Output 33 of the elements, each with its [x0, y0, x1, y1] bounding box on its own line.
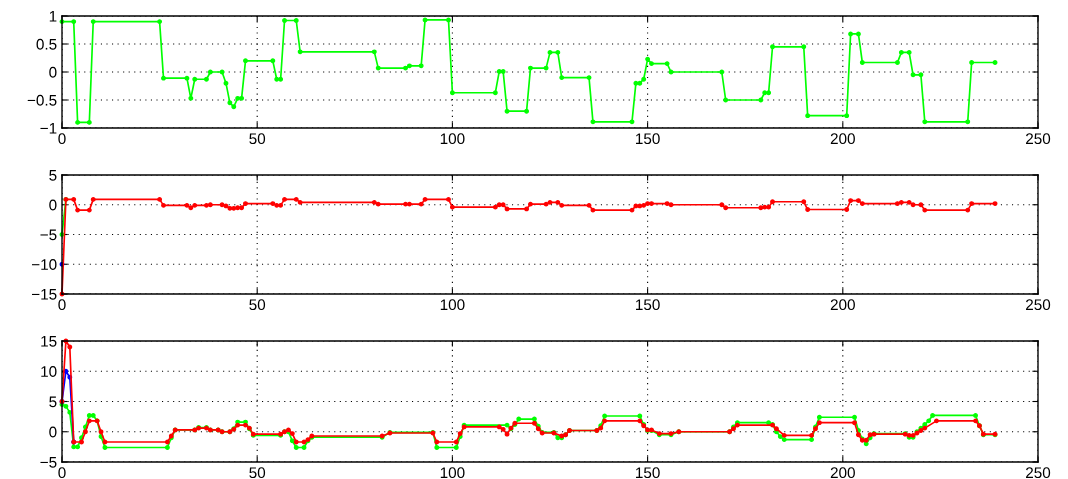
y-tick-label: −10	[31, 259, 57, 270]
y-tick-label: −0.5	[27, 94, 57, 106]
x-tick-label: 100	[440, 467, 465, 479]
x-tick-label: 100	[440, 299, 465, 311]
y-tick-label: 15	[41, 336, 57, 347]
x-tick-label: 50	[249, 467, 266, 479]
y-tick-label: 5	[49, 170, 57, 181]
x-tick-label: 200	[830, 467, 855, 479]
x-tick-label: 150	[636, 467, 660, 479]
y-tick-label: −15	[31, 289, 57, 300]
y-tick-label: −5	[40, 229, 57, 241]
x-tick-label: 50	[249, 133, 266, 145]
y-tick-label: 5	[49, 396, 57, 408]
x-tick-label: 200	[830, 299, 855, 311]
x-tick-label: 150	[636, 299, 660, 311]
x-tick-label: 100	[440, 133, 465, 145]
y-tick-label: 10	[41, 366, 57, 377]
x-tick-label: 0	[58, 133, 66, 145]
y-tick-label: 0	[49, 66, 57, 78]
x-tick-label: 0	[58, 467, 66, 479]
y-tick-label: −5	[40, 457, 57, 468]
y-tick-label: 1	[49, 11, 57, 22]
y-tick-label: −1	[40, 123, 57, 134]
x-tick-label: 250	[1026, 133, 1051, 145]
x-tick-label: 0	[58, 299, 66, 311]
y-tick-label: 0	[49, 199, 57, 211]
x-tick-label: 250	[1026, 467, 1051, 479]
y-tick-label: 0	[49, 426, 57, 438]
x-tick-label: 250	[1026, 299, 1051, 311]
x-tick-label: 50	[249, 299, 266, 311]
x-tick-label: 150	[636, 133, 660, 145]
x-tick-label: 200	[830, 133, 855, 145]
y-tick-label: 0.5	[36, 38, 57, 50]
